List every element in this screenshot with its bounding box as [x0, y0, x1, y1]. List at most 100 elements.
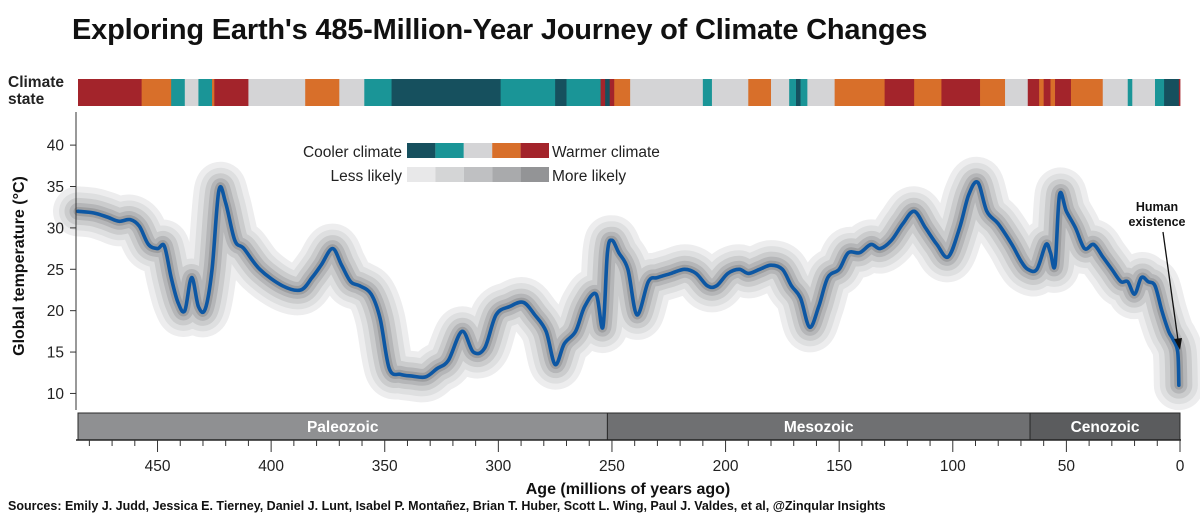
climate-state-segment — [1070, 79, 1104, 106]
climate-state-segment — [1027, 79, 1040, 106]
climate-state-segment — [702, 79, 713, 106]
legend: Cooler climate Warmer climate Less likel… — [303, 143, 660, 185]
y-tick-label: 40 — [47, 138, 65, 155]
climate-state-segment — [748, 79, 772, 106]
x-tick-label: 50 — [1058, 458, 1076, 475]
climate-state-segment — [789, 79, 797, 106]
legend-less-label: Less likely — [331, 168, 403, 185]
climate-state-segment — [1043, 79, 1051, 106]
human-existence-annotation: Human existence — [1129, 200, 1186, 350]
x-tick-label: 350 — [372, 458, 398, 475]
climate-state-segment — [614, 79, 631, 106]
climate-state-segment — [884, 79, 915, 106]
legend-warmer-label: Warmer climate — [552, 144, 660, 161]
climate-state-segment — [605, 79, 611, 106]
legend-likelihood-swatch — [407, 167, 436, 182]
climate-state-segment — [1102, 79, 1129, 106]
annotation-arrowhead — [1174, 338, 1182, 350]
uncertainty-bands — [53, 156, 1200, 411]
climate-state-label: Climate state — [8, 74, 64, 108]
climate-state-segment — [1155, 79, 1165, 106]
climate-state-segment — [1132, 79, 1156, 106]
chart-title: Exploring Earth's 485-Million-Year Journ… — [72, 14, 928, 46]
climate-state-bar — [78, 79, 1181, 106]
climate-state-segment — [339, 79, 365, 106]
era-bar: Paleozoic Mesozoic Cenozoic — [76, 412, 1181, 441]
x-tick-label: 0 — [1176, 458, 1185, 475]
climate-state-segment — [980, 79, 1006, 106]
y-tick-label: 25 — [47, 262, 64, 279]
climate-state-segment — [364, 79, 392, 106]
x-tick-label: 100 — [940, 458, 966, 475]
legend-swatches — [407, 143, 549, 182]
legend-likelihood-swatch — [520, 167, 549, 182]
climate-state-segment — [1039, 79, 1045, 106]
era-paleozoic — [77, 412, 608, 441]
climate-state-segment — [600, 79, 606, 106]
climate-state-segment — [834, 79, 886, 106]
era-label: Paleozoic — [307, 419, 379, 436]
x-tick-label: 300 — [485, 458, 511, 475]
climate-state-segment — [1050, 79, 1056, 106]
annotation-line-2: existence — [1129, 215, 1186, 229]
climate-state-label-line-2: state — [8, 91, 45, 108]
climate-state-segment — [914, 79, 942, 106]
y-axis: 10 15 20 25 30 35 40 — [47, 138, 76, 403]
era-cenozoic — [1029, 412, 1181, 441]
climate-state-segment — [711, 79, 749, 106]
climate-state-segment — [141, 79, 172, 106]
climate-state-segment — [212, 79, 215, 106]
climate-state-segment — [800, 79, 808, 106]
climate-state-segment — [1164, 79, 1180, 106]
climate-state-segment — [630, 79, 636, 106]
legend-climate-swatch — [463, 143, 493, 158]
climate-state-segment — [500, 79, 556, 106]
y-tick-label: 30 — [47, 220, 65, 237]
y-axis-label: Global temperature (°C) — [11, 176, 28, 356]
climate-state-segment — [566, 79, 601, 106]
y-tick-label: 35 — [47, 179, 64, 196]
climate-state-segment — [305, 79, 340, 106]
climate-state-segment — [807, 79, 836, 106]
legend-climate-swatch — [520, 143, 549, 158]
legend-climate-swatch — [407, 143, 436, 158]
x-axis: 450 400 350 300 250 200 150 100 50 0 — [88, 440, 1185, 475]
legend-climate-swatch — [492, 143, 521, 158]
climate-state-segment — [609, 79, 615, 106]
climate-state-segment — [771, 79, 790, 106]
climate-state-segment — [1005, 79, 1029, 106]
climate-state-segment — [198, 79, 213, 106]
climate-state-segment — [1055, 79, 1072, 106]
annotation-arrow — [1162, 231, 1179, 341]
climate-state-segment — [78, 79, 143, 106]
legend-likelihood-swatch — [435, 167, 464, 182]
era-label: Cenozoic — [1071, 419, 1140, 436]
era-label: Mesozoic — [784, 419, 854, 436]
climate-state-segment — [391, 79, 502, 106]
climate-state-segment — [555, 79, 567, 106]
climate-state-label-line-1: Climate — [8, 74, 64, 91]
climate-state-segment — [634, 79, 704, 106]
sources-footnote: Sources: Emily J. Judd, Jessica E. Tiern… — [8, 499, 886, 513]
climate-state-segment — [171, 79, 186, 106]
x-axis-label: Age (millions of years ago) — [526, 481, 730, 498]
x-tick-label: 400 — [258, 458, 284, 475]
climate-state-segment — [1127, 79, 1133, 106]
x-tick-label: 150 — [826, 458, 852, 475]
x-tick-label: 250 — [599, 458, 625, 475]
y-tick-label: 10 — [47, 386, 65, 403]
legend-likelihood-swatch — [463, 167, 493, 182]
temperature-line — [76, 179, 1181, 387]
climate-state-segment — [796, 79, 801, 106]
climate-state-segment — [214, 79, 249, 106]
climate-state-segment — [941, 79, 981, 106]
y-tick-label: 20 — [47, 303, 65, 320]
climate-state-segment — [184, 79, 199, 106]
x-tick-label: 200 — [713, 458, 739, 475]
legend-more-label: More likely — [552, 168, 626, 185]
legend-likelihood-swatch — [492, 167, 521, 182]
y-tick-label: 15 — [47, 345, 64, 362]
x-tick-label: 450 — [145, 458, 171, 475]
climate-state-segment — [248, 79, 306, 106]
